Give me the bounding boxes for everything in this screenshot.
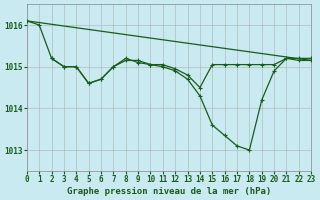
X-axis label: Graphe pression niveau de la mer (hPa): Graphe pression niveau de la mer (hPa)	[67, 187, 271, 196]
